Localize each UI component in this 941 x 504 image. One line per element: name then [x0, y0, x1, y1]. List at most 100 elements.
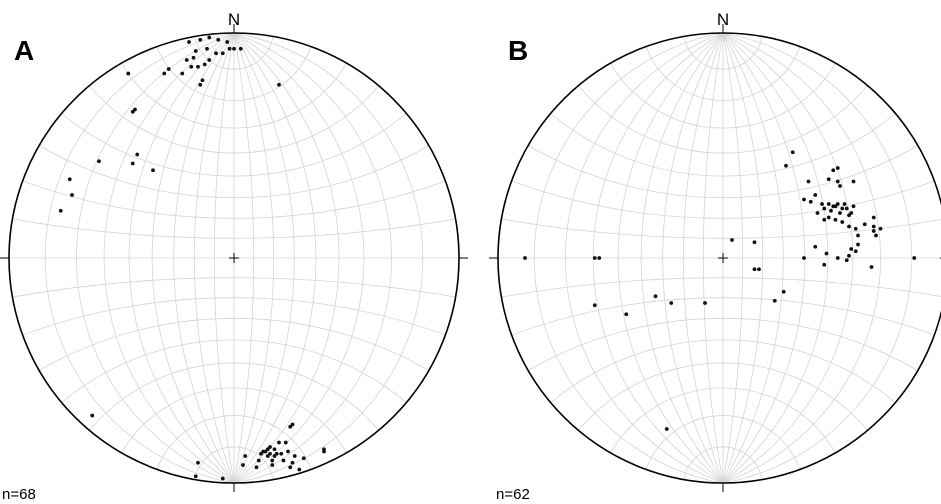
- data-point: [806, 179, 811, 184]
- data-point: [815, 211, 820, 215]
- pole-points-b: [523, 150, 917, 431]
- data-point: [184, 58, 189, 62]
- data-point: [851, 204, 856, 209]
- data-point: [290, 460, 295, 465]
- data-point: [624, 312, 629, 317]
- data-point: [198, 37, 203, 42]
- data-point: [833, 217, 838, 222]
- small-circle: [683, 446, 763, 480]
- data-point: [840, 220, 845, 224]
- small-circle: [121, 62, 347, 129]
- data-point: [829, 208, 833, 213]
- north-label-b: N: [717, 10, 729, 29]
- data-point: [290, 422, 295, 427]
- data-point: [844, 258, 849, 263]
- small-circle: [683, 36, 763, 70]
- data-point: [822, 262, 827, 267]
- data-point: [67, 177, 72, 182]
- small-circle: [194, 36, 274, 70]
- data-point: [669, 301, 674, 305]
- data-point: [207, 35, 212, 40]
- data-point: [220, 51, 225, 56]
- panel-label-a: A: [14, 35, 34, 66]
- data-point: [597, 256, 602, 260]
- data-point: [135, 152, 140, 157]
- data-point: [198, 82, 203, 87]
- data-point: [193, 474, 198, 479]
- data-point: [277, 440, 281, 445]
- small-circle: [578, 362, 868, 431]
- data-point: [207, 58, 212, 62]
- data-point: [592, 256, 597, 260]
- small-circle: [156, 415, 312, 470]
- data-point: [653, 294, 658, 299]
- sample-count-a: n=68: [2, 486, 36, 503]
- data-point: [283, 440, 288, 445]
- small-circle: [645, 415, 801, 470]
- data-point: [272, 447, 277, 452]
- data-point: [238, 46, 243, 51]
- data-point: [813, 244, 818, 249]
- data-point: [151, 168, 155, 173]
- small-circle: [610, 62, 836, 129]
- data-point: [781, 289, 786, 294]
- pole-points-a: [58, 35, 326, 481]
- data-point: [191, 55, 196, 60]
- data-point: [277, 82, 281, 87]
- small-circle: [38, 145, 430, 199]
- data-point: [254, 465, 259, 470]
- small-circle: [578, 85, 868, 154]
- data-point: [831, 168, 836, 173]
- data-point: [180, 71, 185, 76]
- data-point: [772, 298, 777, 303]
- data-point: [196, 460, 200, 465]
- small-circle: [550, 113, 896, 177]
- data-point: [826, 202, 831, 206]
- data-point: [220, 476, 225, 481]
- data-point: [838, 211, 842, 215]
- cardinal-ticks-b: [489, 24, 941, 492]
- data-point: [853, 226, 858, 231]
- data-point: [268, 445, 272, 449]
- data-point: [592, 303, 597, 308]
- small-circle: [61, 113, 407, 177]
- data-point: [826, 215, 831, 220]
- data-point: [802, 256, 806, 260]
- small-circle: [511, 180, 935, 219]
- small-circle: [527, 317, 919, 371]
- data-point: [840, 206, 845, 211]
- data-point: [862, 222, 867, 227]
- small-circle: [550, 339, 896, 403]
- data-point: [820, 202, 824, 206]
- data-point: [214, 51, 218, 56]
- data-point: [216, 37, 221, 42]
- north-label-a: N: [228, 10, 240, 29]
- data-point: [784, 163, 788, 168]
- data-point: [835, 256, 840, 260]
- data-point: [822, 206, 827, 211]
- data-point: [842, 202, 847, 206]
- data-point: [851, 179, 856, 184]
- data-point: [301, 456, 306, 461]
- data-point: [227, 46, 232, 51]
- data-point: [835, 179, 840, 184]
- stereonet-panel-b: B N n=62: [489, 10, 941, 503]
- data-point: [58, 208, 63, 213]
- small-circle: [121, 387, 347, 454]
- small-circle: [89, 362, 379, 431]
- data-point: [225, 40, 230, 44]
- data-point: [166, 67, 171, 71]
- data-point: [802, 197, 806, 202]
- data-point: [912, 256, 917, 260]
- data-point: [752, 267, 757, 272]
- data-point: [849, 211, 854, 215]
- small-circle: [501, 218, 941, 239]
- data-point: [790, 150, 795, 155]
- data-point: [856, 242, 860, 247]
- small-circle: [38, 317, 430, 371]
- data-point: [196, 64, 200, 69]
- data-point: [281, 458, 286, 463]
- small-circle: [156, 46, 312, 101]
- data-point: [256, 458, 261, 463]
